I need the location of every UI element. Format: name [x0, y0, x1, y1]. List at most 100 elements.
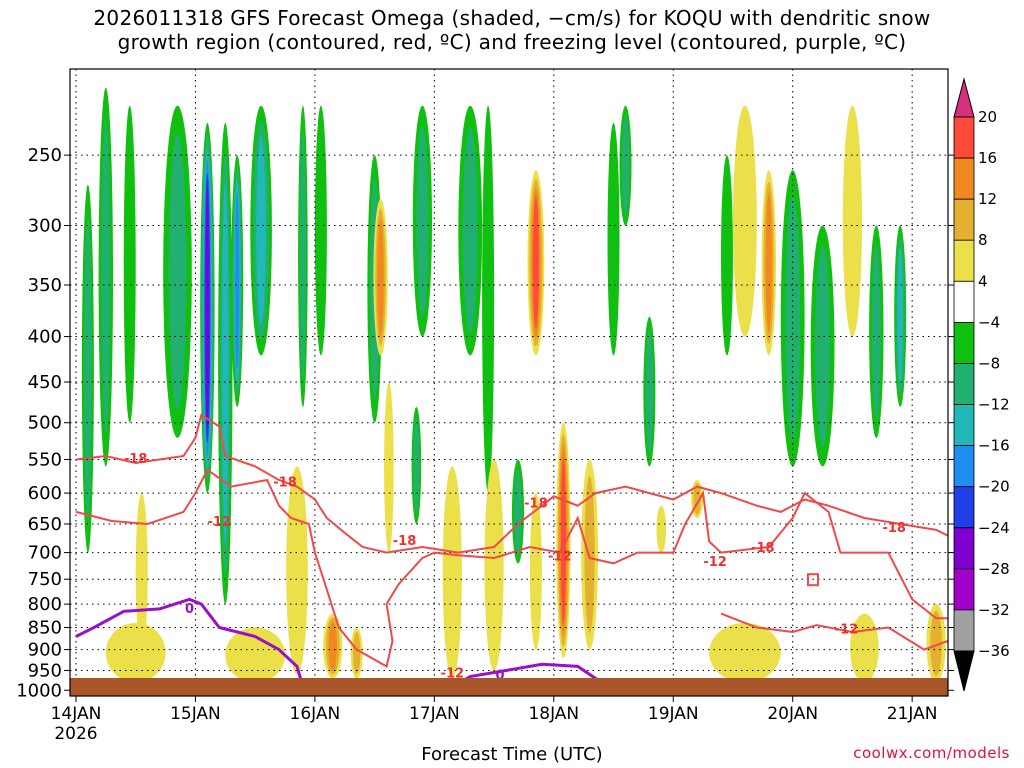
dgz-contour-label-8: -18	[751, 541, 775, 556]
colorbar-label-5: −4	[978, 313, 1000, 331]
y-tick-label-300: 300	[28, 216, 62, 237]
dgz-contour-label-10: -12	[835, 622, 859, 637]
y-tick-label-250: 250	[28, 145, 62, 166]
colorbar-label-10: −24	[978, 519, 1010, 537]
dgz-contour-1	[75, 468, 948, 668]
omega-cell-24	[533, 197, 539, 329]
omega-cell-28	[607, 123, 620, 356]
omega-cell-6	[222, 183, 229, 544]
colorbar-swatch-9	[953, 486, 975, 529]
omega-cell-19	[442, 466, 462, 679]
x-tick-label-4: 18JAN	[528, 704, 579, 724]
x-axis: 14JAN 15JAN 16JAN 17JAN 18JAN 19JAN 20JAN 21JAN…	[51, 696, 938, 744]
omega-cell-8	[256, 137, 266, 325]
colorbar-label-2: 12	[978, 190, 997, 208]
x-tick-label-3: 17JAN	[409, 704, 460, 724]
colorbar-label-6: −8	[978, 355, 1000, 373]
omega-cell-11	[286, 466, 308, 675]
colorbar-label-1: 16	[978, 149, 997, 167]
omega-cell-36	[785, 195, 801, 441]
omega-cell-23	[514, 468, 522, 555]
y-tick-label-800: 800	[28, 594, 62, 615]
colorbar-swatch-7	[953, 404, 975, 446]
x-tick-label-0: 14JAN	[51, 704, 102, 724]
omega-cell-20	[462, 127, 478, 334]
colorbar-label-0: 20	[978, 108, 997, 126]
dgz-contour-label-6: -12	[441, 667, 465, 682]
omega-cell-0	[84, 216, 92, 521]
y-tick-label-650: 650	[28, 514, 62, 535]
omega-cell-39	[871, 243, 881, 420]
dgz-contour-2	[720, 612, 948, 651]
y-tick-label-350: 350	[28, 275, 62, 296]
colorbar-swatch-6	[953, 363, 975, 405]
y-axis: 2503003504004505005506006507007508008509…	[16, 145, 954, 701]
omega-cell-18	[416, 125, 429, 317]
colorbar-bottom-arrow	[953, 650, 975, 692]
dgz-contour-label-7: -12	[703, 555, 727, 570]
omega-cell-13	[353, 631, 361, 675]
omega-cell-2	[123, 105, 136, 423]
colorbar-swatch-2	[953, 198, 975, 241]
dgz-contour-0	[75, 413, 948, 554]
y-tick-label-950: 950	[28, 660, 62, 681]
omega-cell-17	[413, 417, 420, 514]
x-tick-label-1: 15JAN	[170, 704, 221, 724]
chart-title-line-2: growth region (contoured, red, ºC) and f…	[117, 30, 907, 54]
contour-lines: -18 -18 -12 -18 -12 -18 -12 -12 -18 -18 -12 0 0	[75, 413, 948, 692]
dgz-contour-label-0: -18	[124, 452, 148, 467]
omega-cell-37	[815, 246, 830, 446]
colorbar-swatch-10	[953, 527, 975, 570]
y-tick-label-700: 700	[28, 543, 62, 564]
omega-cell-43	[105, 622, 166, 683]
chart-title-line-1: 2026011318 GFS Forecast Omega (shaded, −…	[93, 6, 931, 30]
x-axis-label: Forecast Time (UTC)	[421, 744, 603, 765]
colorbar-swatch-5	[953, 321, 975, 364]
plot-area: -18 -18 -12 -18 -12 -18 -12 -12 -18 -18 -12 0 0	[70, 69, 948, 696]
y-tick-label-500: 500	[28, 413, 62, 434]
omega-cell-9	[300, 131, 306, 381]
omega-cell-15	[377, 218, 384, 336]
omega-cell-5	[205, 186, 210, 430]
y-tick-label-550: 550	[28, 449, 62, 470]
colorbar-top-arrow	[953, 77, 975, 118]
colorbar-label-4: 4	[978, 272, 988, 290]
omega-cell-21	[482, 105, 495, 493]
colorbar-swatch-1	[953, 157, 975, 200]
omega-cell-1	[101, 120, 111, 434]
colorbar-label-12: −32	[978, 601, 1010, 619]
ground-terrain	[70, 678, 948, 696]
dgz-contour-small	[807, 573, 819, 587]
x-tick-label-6: 20JAN	[767, 704, 818, 724]
omega-cell-33	[721, 155, 733, 356]
freezing-contour-label-1: 0	[495, 669, 504, 684]
omega-cell-12	[328, 621, 337, 671]
colorbar-swatch-0	[953, 116, 975, 159]
colorbar-label-8: −16	[978, 437, 1010, 455]
omega-cell-44	[225, 627, 286, 683]
omega-cell-34	[733, 105, 757, 337]
omega-cell-31	[656, 505, 667, 553]
dgz-contour-label-2: -12	[208, 515, 232, 530]
colorbar: 20 16 12 8 4 −4 −8 −12 −16 −20 −24 −28 −32 −36	[953, 77, 1010, 692]
colorbar-swatch-12	[953, 609, 975, 652]
colorbar-label-9: −20	[978, 478, 1010, 496]
colorbar-label-13: −36	[978, 642, 1010, 660]
y-tick-label-900: 900	[28, 640, 62, 661]
x-tick-label-2: 16JAN	[290, 704, 341, 724]
y-tick-label-1000: 1000	[16, 680, 62, 701]
omega-cell-30	[645, 329, 654, 454]
y-tick-label-750: 750	[28, 569, 62, 590]
omega-cell-25	[529, 493, 542, 650]
dgz-contour-label-3: -18	[393, 534, 417, 549]
omega-shading	[81, 87, 946, 683]
colorbar-swatch-8	[953, 445, 975, 488]
omega-cell-7	[235, 192, 240, 370]
y-tick-label-450: 450	[28, 372, 62, 393]
omega-cell-22	[484, 459, 504, 671]
omega-cell-45	[709, 622, 781, 683]
omega-cell-10	[314, 105, 327, 356]
omega-cell-29	[621, 116, 630, 216]
credit-link[interactable]: coolwx.com/models	[853, 744, 1010, 762]
